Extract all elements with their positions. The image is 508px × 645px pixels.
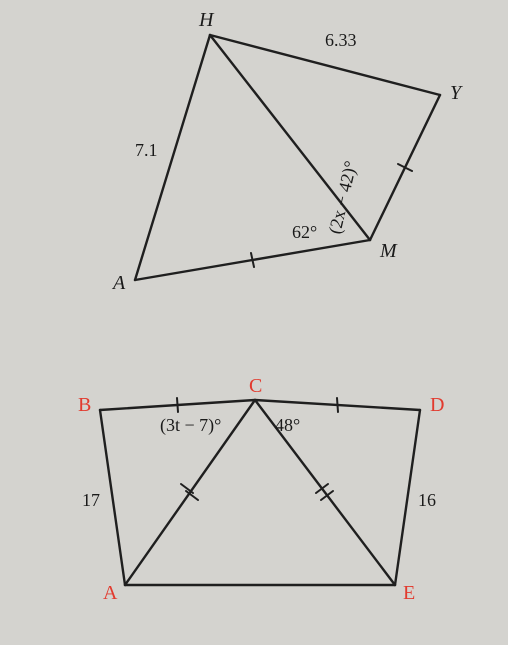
tick-BC	[177, 398, 178, 412]
edge-DE	[395, 410, 420, 585]
vertex-D: D	[430, 394, 444, 417]
tick-CE-2	[321, 491, 333, 500]
tick-CD	[337, 398, 338, 412]
label-angle-BCA: (3t − 7)°	[160, 415, 221, 436]
label-angle-DCE: 48°	[275, 415, 300, 436]
vertex-A: A	[113, 272, 125, 295]
edge-BA	[100, 410, 125, 585]
label-AH: 7.1	[135, 140, 158, 161]
vertex-A2: A	[103, 582, 117, 605]
label-HY: 6.33	[325, 30, 357, 51]
vertex-C: C	[249, 375, 262, 398]
tick-CE-1	[316, 484, 328, 493]
label-DE: 16	[418, 490, 436, 511]
vertex-H: H	[199, 9, 213, 32]
vertex-E: E	[403, 582, 415, 605]
label-angle-AMH: 62°	[292, 222, 317, 243]
label-BA: 17	[82, 490, 100, 511]
vertex-M: M	[380, 240, 397, 263]
vertex-Y: Y	[450, 82, 461, 105]
vertex-B: B	[78, 394, 91, 417]
diagram-2	[100, 398, 420, 585]
